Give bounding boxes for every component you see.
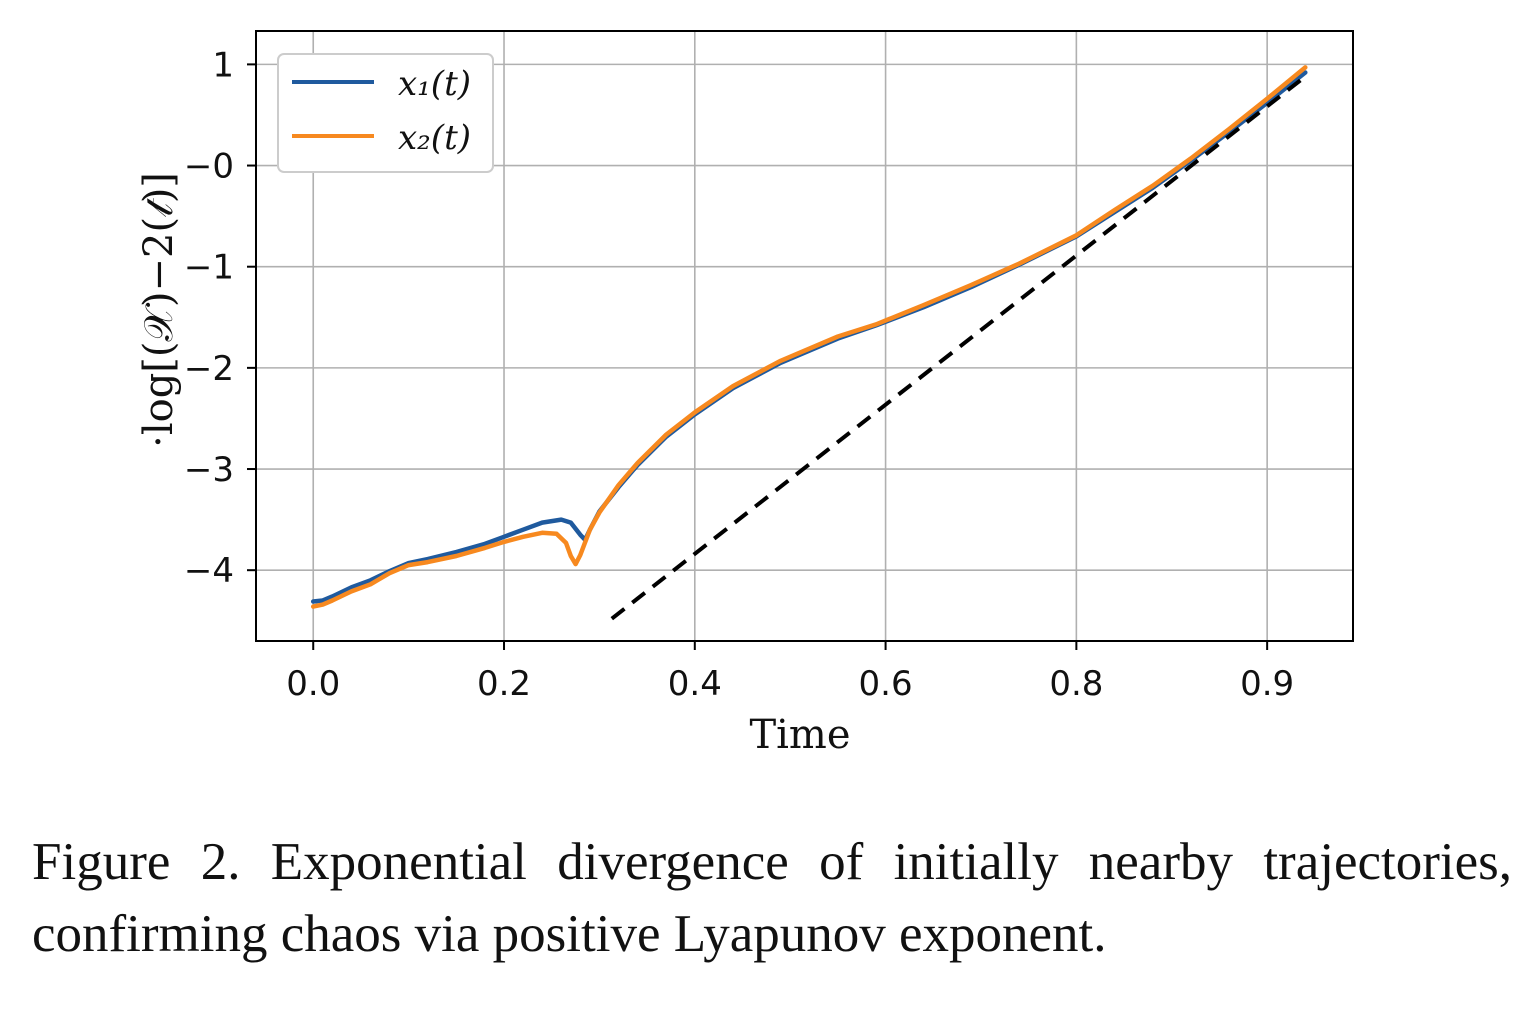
y-tick-label: −2	[184, 349, 234, 389]
x-tick-label: 0.4	[668, 664, 722, 704]
axis-ticks	[247, 63, 1269, 650]
legend: x₁(t) x₂(t)	[277, 53, 494, 173]
x-tick-label: 0.9	[1240, 664, 1294, 704]
series-layer	[310, 65, 1308, 621]
y-axis-label: ·log[(𝒳)−2(𝓉)]	[136, 172, 182, 448]
x-tick-label: 0.0	[286, 664, 340, 704]
y-tick-label: 1	[212, 45, 234, 85]
y-tick-label: −4	[184, 551, 234, 591]
y-tick-label: −3	[184, 450, 234, 490]
plot-frame	[255, 30, 1354, 642]
legend-label-series-2: x₂(t)	[398, 118, 471, 158]
y-tick-label: −0	[184, 147, 234, 187]
x-tick-labels: 0.0 0.2 0.4 0.6 0.8 0.9	[286, 664, 1294, 704]
series-line-2	[310, 65, 1308, 609]
x-tick-label: 0.6	[859, 664, 913, 704]
figure-caption: Figure 2. Exponential divergence of init…	[32, 833, 1512, 963]
reference-line-dashed	[610, 74, 1307, 621]
x-axis-label: Time	[749, 712, 850, 758]
x-tick-label: 0.2	[477, 664, 531, 704]
x-tick-label: 0.8	[1049, 664, 1103, 704]
y-tick-label: −1	[184, 248, 234, 288]
chart-figure: 0.0 0.2 0.4 0.6 0.8 0.9 1 −0 −1 −2 −3 −4 Time ·log…	[136, 30, 1354, 758]
legend-label-series-1: x₁(t)	[398, 64, 471, 104]
y-tick-labels: 1 −0 −1 −2 −3 −4	[184, 45, 234, 591]
